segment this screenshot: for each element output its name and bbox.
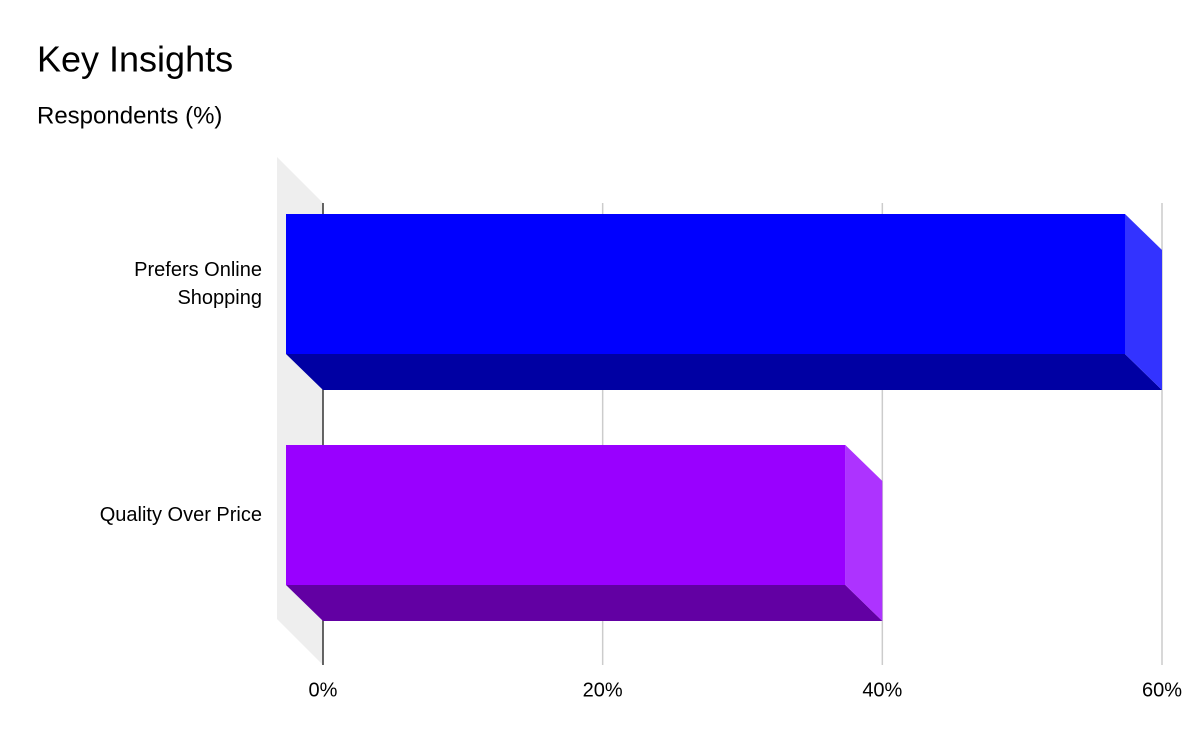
bar-side (1125, 214, 1162, 390)
bar-side (845, 445, 883, 621)
bar (286, 214, 1125, 354)
x-tick-label: 40% (862, 679, 902, 701)
y-tick-label: Prefers Online Shopping (134, 259, 262, 309)
y-tick-label: Quality Over Price (99, 504, 262, 526)
bar-bottom (286, 585, 883, 621)
chart-title: Key Insights (37, 39, 233, 80)
x-tick-label: 20% (583, 679, 623, 701)
chart-subtitle: Respondents (%) (37, 102, 222, 129)
x-tick-label: 0% (309, 679, 338, 701)
bar (286, 445, 846, 585)
x-tick-label: 60% (1142, 679, 1182, 701)
bar-bottom (286, 354, 1162, 390)
